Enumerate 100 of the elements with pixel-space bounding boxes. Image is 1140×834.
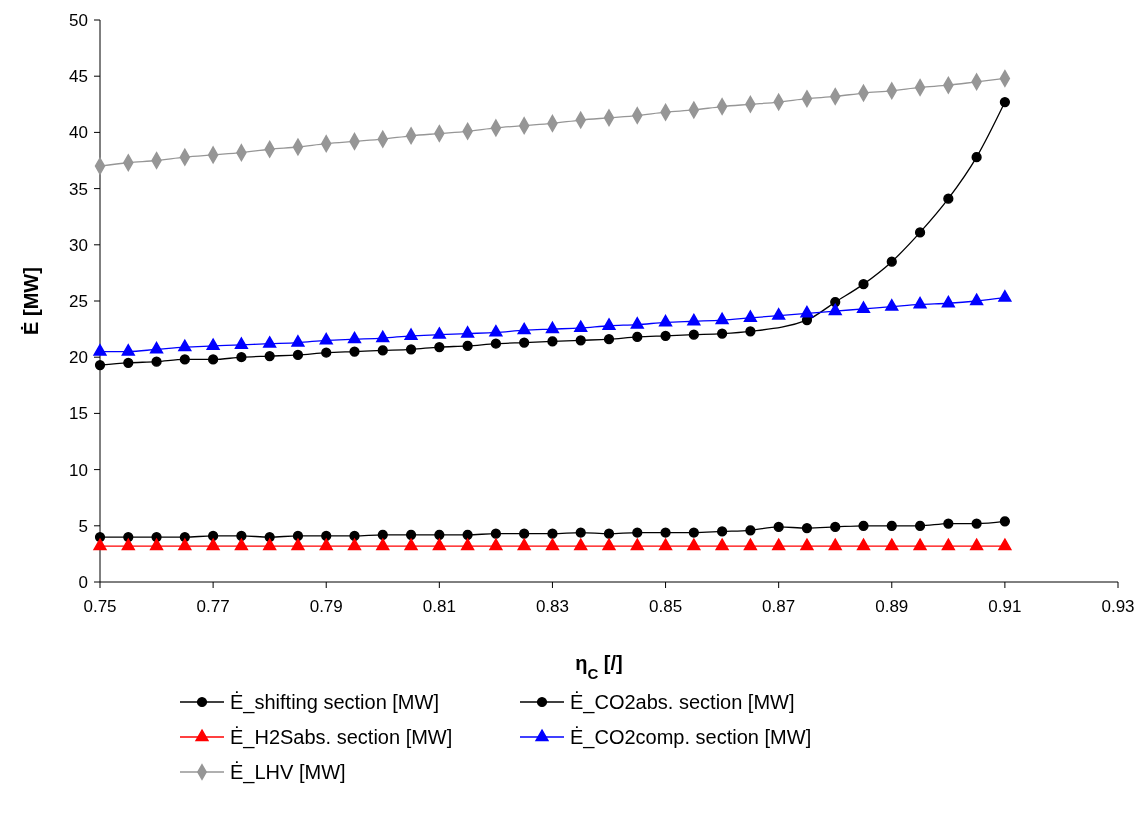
x-tick-label: 0.79 — [309, 597, 343, 616]
point — [800, 305, 814, 318]
legend-label: Ė_LHV [MW] — [230, 761, 346, 784]
x-tick-label: 0.87 — [762, 597, 796, 616]
point — [377, 529, 388, 540]
point — [545, 538, 560, 551]
point — [462, 529, 473, 540]
point — [914, 227, 926, 238]
point — [632, 527, 643, 538]
point — [886, 256, 897, 267]
point — [941, 295, 955, 308]
y-tick-label: 25 — [69, 291, 88, 311]
point — [575, 335, 586, 346]
point — [460, 326, 475, 338]
point — [688, 329, 699, 340]
point — [519, 528, 530, 539]
point — [321, 347, 332, 358]
point — [263, 336, 277, 348]
point — [660, 527, 671, 538]
point — [772, 538, 786, 551]
point — [376, 330, 390, 343]
point — [574, 320, 588, 333]
point — [489, 324, 503, 337]
point — [575, 527, 586, 538]
point — [405, 529, 417, 540]
point — [715, 312, 729, 325]
legend-label: Ė_H2Sabs. section [MW] — [230, 726, 453, 749]
point — [206, 338, 220, 351]
point — [517, 538, 531, 551]
point — [660, 330, 671, 341]
point — [743, 538, 758, 551]
x-axis-title: η$_{C}$ [/] — [575, 652, 623, 682]
point — [999, 516, 1011, 527]
point — [93, 344, 107, 356]
point — [121, 538, 135, 551]
point — [264, 350, 275, 362]
point — [913, 538, 927, 551]
point — [941, 538, 955, 551]
point — [123, 357, 134, 368]
point — [773, 521, 784, 533]
point — [519, 337, 530, 348]
x-tick-label: 0.91 — [988, 597, 1022, 616]
point — [179, 354, 190, 365]
point — [291, 538, 305, 551]
point — [234, 538, 249, 551]
point — [630, 317, 644, 329]
point — [404, 538, 418, 551]
point — [602, 318, 616, 330]
point — [547, 336, 558, 347]
point — [743, 310, 758, 323]
point — [715, 538, 729, 551]
point — [858, 279, 869, 290]
y-tick-label: 40 — [69, 123, 88, 143]
point — [490, 338, 502, 349]
point — [971, 518, 982, 529]
y-tick-label: 20 — [69, 348, 88, 368]
y-tick-label: 10 — [69, 460, 88, 480]
point — [687, 538, 701, 551]
point — [291, 335, 305, 347]
point — [603, 528, 615, 539]
point — [745, 326, 756, 337]
point — [658, 538, 673, 551]
point — [716, 328, 728, 339]
point — [828, 303, 842, 316]
point — [545, 321, 560, 334]
point — [432, 327, 446, 339]
point — [800, 538, 814, 551]
point — [885, 299, 899, 311]
point — [913, 296, 927, 309]
point — [858, 520, 869, 531]
point — [149, 341, 164, 354]
point — [376, 538, 390, 551]
point — [772, 308, 786, 320]
y-tick-label: 0 — [78, 572, 88, 592]
point — [319, 332, 333, 345]
point — [801, 522, 813, 534]
legend-label: Ė_shifting section [MW] — [230, 691, 439, 714]
point — [716, 526, 728, 537]
y-tick-label: 30 — [69, 235, 88, 255]
point — [830, 521, 841, 533]
x-tick-label: 0.83 — [535, 597, 569, 616]
point — [969, 293, 984, 306]
point — [602, 538, 616, 551]
point — [121, 344, 135, 356]
point — [886, 520, 897, 531]
point — [432, 538, 446, 551]
point — [347, 538, 362, 551]
point — [971, 152, 982, 163]
point — [885, 538, 899, 551]
point — [914, 520, 926, 531]
point — [943, 518, 954, 529]
point — [349, 530, 360, 542]
point — [462, 340, 473, 352]
point — [178, 339, 192, 352]
x-tick-label: 0.77 — [196, 597, 230, 616]
point — [178, 538, 192, 551]
point — [688, 527, 699, 538]
y-tick-label: 45 — [69, 67, 88, 87]
point — [93, 538, 107, 551]
point — [490, 528, 502, 539]
